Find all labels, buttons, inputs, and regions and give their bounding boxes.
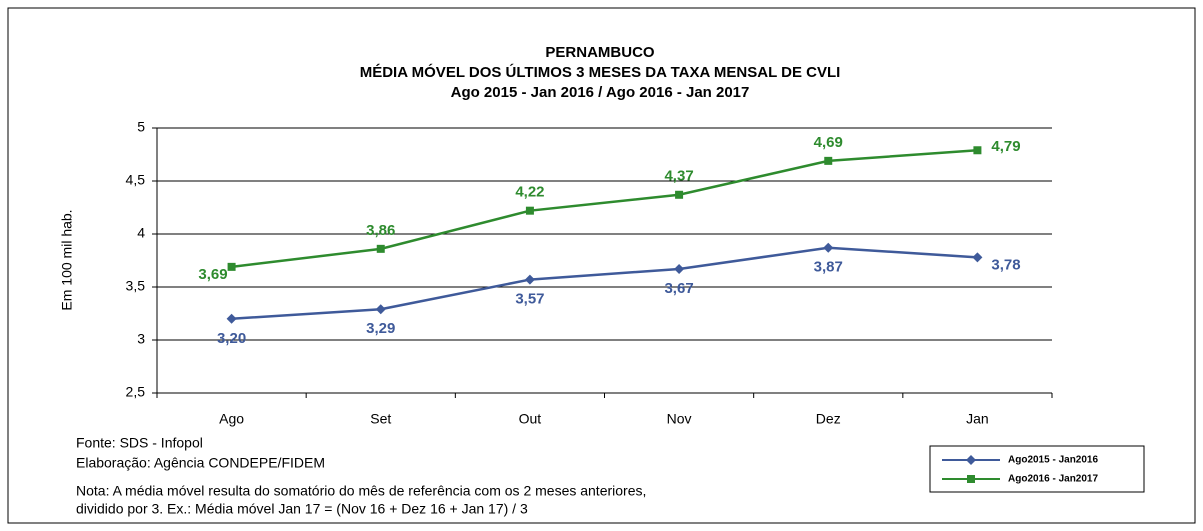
x-tick-label: Out (519, 411, 542, 427)
data-point (674, 263, 685, 274)
data-label: 4,69 (814, 134, 843, 151)
x-tick-label: Ago (219, 411, 244, 427)
legend-label: Ago2015 - Jan2016 (1008, 455, 1098, 466)
legend-marker (966, 455, 976, 465)
x-tick-label: Set (370, 411, 391, 427)
note: Fonte: SDS - Infopol (76, 435, 203, 451)
data-label: 4,79 (991, 138, 1020, 155)
note: Elaboração: Agência CONDEPE/FIDEM (76, 455, 325, 471)
legend-label: Ago2016 - Jan2017 (1008, 474, 1098, 485)
legend-box (929, 445, 1145, 493)
data-label: 3,78 (991, 256, 1020, 273)
data-point (972, 252, 983, 263)
legend-marker (967, 475, 975, 483)
data-label: 4,22 (515, 184, 544, 201)
x-tick-label: Jan (966, 411, 989, 427)
data-point (675, 190, 684, 199)
series-line (231, 246, 978, 321)
data-point (973, 146, 982, 155)
data-label: 3,67 (664, 280, 693, 297)
y-tick-label: 4,5 (126, 172, 146, 188)
data-label: 4,37 (664, 168, 693, 185)
y-axis-label: Em 100 mil hab. (59, 209, 75, 310)
data-label: 3,20 (217, 330, 246, 347)
data-point (824, 156, 833, 165)
x-tick-label: Dez (816, 411, 841, 427)
x-tick-label: Nov (667, 411, 692, 427)
data-label: 3,87 (814, 259, 843, 276)
data-label: 3,57 (515, 291, 544, 308)
chart-title: PERNAMBUCO (545, 44, 655, 61)
data-label: 3,86 (366, 222, 395, 239)
data-label: 3,69 (198, 266, 227, 283)
data-point (376, 244, 385, 253)
data-point (525, 206, 534, 215)
note: dividido por 3. Ex.: Média móvel Jan 17 … (76, 501, 528, 517)
data-point (226, 313, 237, 324)
data-point (524, 274, 535, 285)
y-tick-label: 3,5 (126, 278, 146, 294)
series-line (231, 149, 978, 269)
chart-border (7, 7, 1196, 524)
note: Nota: A média móvel resulta do somatório… (76, 483, 646, 499)
y-tick-label: 3 (137, 331, 145, 347)
data-label: 3,29 (366, 320, 395, 337)
chart-title: Ago 2015 - Jan 2016 / Ago 2016 - Jan 201… (451, 84, 750, 101)
y-tick-label: 4 (137, 225, 145, 241)
chart-title: MÉDIA MÓVEL DOS ÚLTIMOS 3 MESES DA TAXA … (360, 63, 841, 81)
data-point (227, 262, 236, 271)
y-tick-label: 2,5 (126, 384, 146, 400)
data-point (823, 242, 834, 253)
data-point (375, 304, 386, 315)
y-tick-label: 5 (137, 119, 145, 135)
